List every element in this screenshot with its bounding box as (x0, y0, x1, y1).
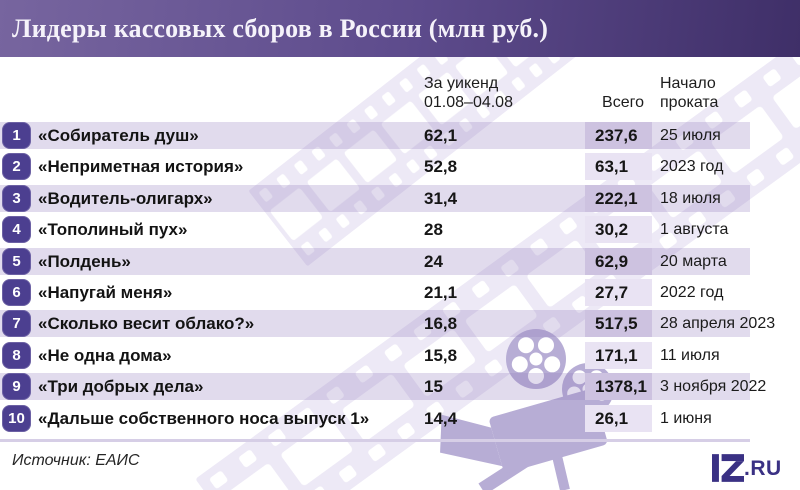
start-date: 18 июля (660, 189, 721, 207)
rank-badge: 4 (2, 216, 31, 244)
table-row: 9 «Три добрых дела» 15 1378,1 3 ноября 2… (0, 373, 766, 401)
total-value: 26,1 (585, 404, 652, 432)
movie-title: «Неприметная история» (38, 157, 244, 177)
rank-badge: 5 (2, 247, 31, 275)
total-value: 237,6 (585, 122, 652, 149)
movie-title: «Напугай меня» (38, 282, 173, 302)
weekend-value: 24 (424, 251, 443, 271)
table-row: 5 «Полдень» 24 62,9 20 марта (0, 247, 750, 275)
page-title: Лидеры кассовых сборов в России (млн руб… (12, 13, 549, 43)
col-header-start-line1: Начало (660, 75, 716, 92)
rank-badge: 10 (2, 404, 31, 432)
start-date: 20 марта (660, 252, 727, 270)
film-strip-icon (248, 0, 678, 267)
movie-title: «Водитель-олигарх» (38, 188, 213, 208)
table-row: 8 «Не одна дома» 15,8 171,1 11 июля (0, 341, 750, 369)
total-value: 63,1 (585, 153, 652, 181)
col-header-total: Всего (602, 94, 644, 111)
col-header-start-line2: проката (660, 94, 719, 111)
weekend-value: 16,8 (424, 314, 458, 334)
movie-title: «Три добрых дела» (38, 377, 204, 397)
movie-title: «Собиратель душ» (38, 126, 199, 145)
izru-logo-glyph-icon (712, 454, 744, 482)
table-body: 1 «Собиратель душ» 62,1 237,6 25 июля 2 … (0, 122, 775, 436)
col-header-weekend: За уикенд 01.08–04.08 (424, 74, 513, 112)
start-date: 25 июля (660, 127, 721, 144)
table-row: 6 «Напугай меня» 21,1 27,7 2022 год (0, 278, 750, 306)
rank-badge: 6 (2, 278, 31, 306)
weekend-value: 21,1 (424, 282, 458, 302)
table-row: 4 «Тополиный пух» 28 30,2 1 августа (0, 216, 750, 244)
movie-title: «Полдень» (38, 251, 131, 271)
col-header-weekend-line1: За уикенд (424, 75, 499, 92)
rank-badge: 2 (2, 153, 31, 181)
weekend-value: 15 (424, 377, 443, 397)
start-date: 3 ноября 2022 (660, 378, 767, 396)
title-banner: Лидеры кассовых сборов в России (млн руб… (0, 0, 800, 57)
weekend-value: 28 (424, 220, 443, 240)
izru-logo-text: .RU (744, 457, 782, 480)
total-value: 517,5 (585, 310, 652, 338)
start-date: 28 апреля 2023 (660, 315, 776, 333)
table-row: 3 «Водитель-олигарх» 31,4 222,1 18 июля (0, 184, 750, 212)
movie-title: «Дальше собственного носа выпуск 1» (38, 408, 370, 428)
total-value: 171,1 (585, 341, 652, 369)
weekend-value: 31,4 (424, 188, 458, 208)
table-bottom-divider (0, 439, 750, 442)
film-strip-icon (195, 32, 800, 490)
start-date: 11 июля (660, 346, 720, 364)
source-note: Источник: ЕАИС (12, 452, 140, 469)
start-date: 2023 год (660, 158, 724, 176)
weekend-value: 62,1 (424, 126, 458, 145)
start-date: 1 июня (660, 409, 712, 427)
total-value: 30,2 (585, 216, 652, 244)
rank-badge: 9 (2, 373, 31, 401)
total-value: 62,9 (585, 247, 652, 275)
table-row: 2 «Неприметная история» 52,8 63,1 2023 г… (0, 153, 750, 181)
table-row: 7 «Сколько весит облако?» 16,8 517,5 28 … (0, 310, 775, 338)
total-value: 1378,1 (585, 373, 652, 401)
weekend-value: 14,4 (424, 408, 458, 428)
movie-title: «Тополиный пух» (38, 220, 188, 240)
col-header-weekend-line2: 01.08–04.08 (424, 94, 513, 111)
table-row: 10 «Дальше собственного носа выпуск 1» 1… (0, 404, 750, 432)
total-value: 222,1 (585, 184, 652, 212)
weekend-value: 52,8 (424, 157, 458, 177)
rank-badge: 7 (2, 310, 31, 338)
rank-badge: 8 (2, 341, 31, 369)
rank-badge: 1 (2, 122, 31, 149)
start-date: 1 августа (660, 221, 729, 239)
izru-logo: .RU (712, 452, 782, 484)
total-value: 27,7 (585, 278, 652, 306)
movie-title: «Сколько весит облако?» (38, 314, 255, 334)
rank-badge: 3 (2, 184, 31, 212)
col-header-start: Начало проката (660, 74, 718, 112)
table-row: 1 «Собиратель душ» 62,1 237,6 25 июля (0, 122, 750, 149)
weekend-value: 15,8 (424, 345, 458, 365)
start-date: 2022 год (660, 283, 724, 301)
movie-title: «Не одна дома» (38, 345, 172, 365)
